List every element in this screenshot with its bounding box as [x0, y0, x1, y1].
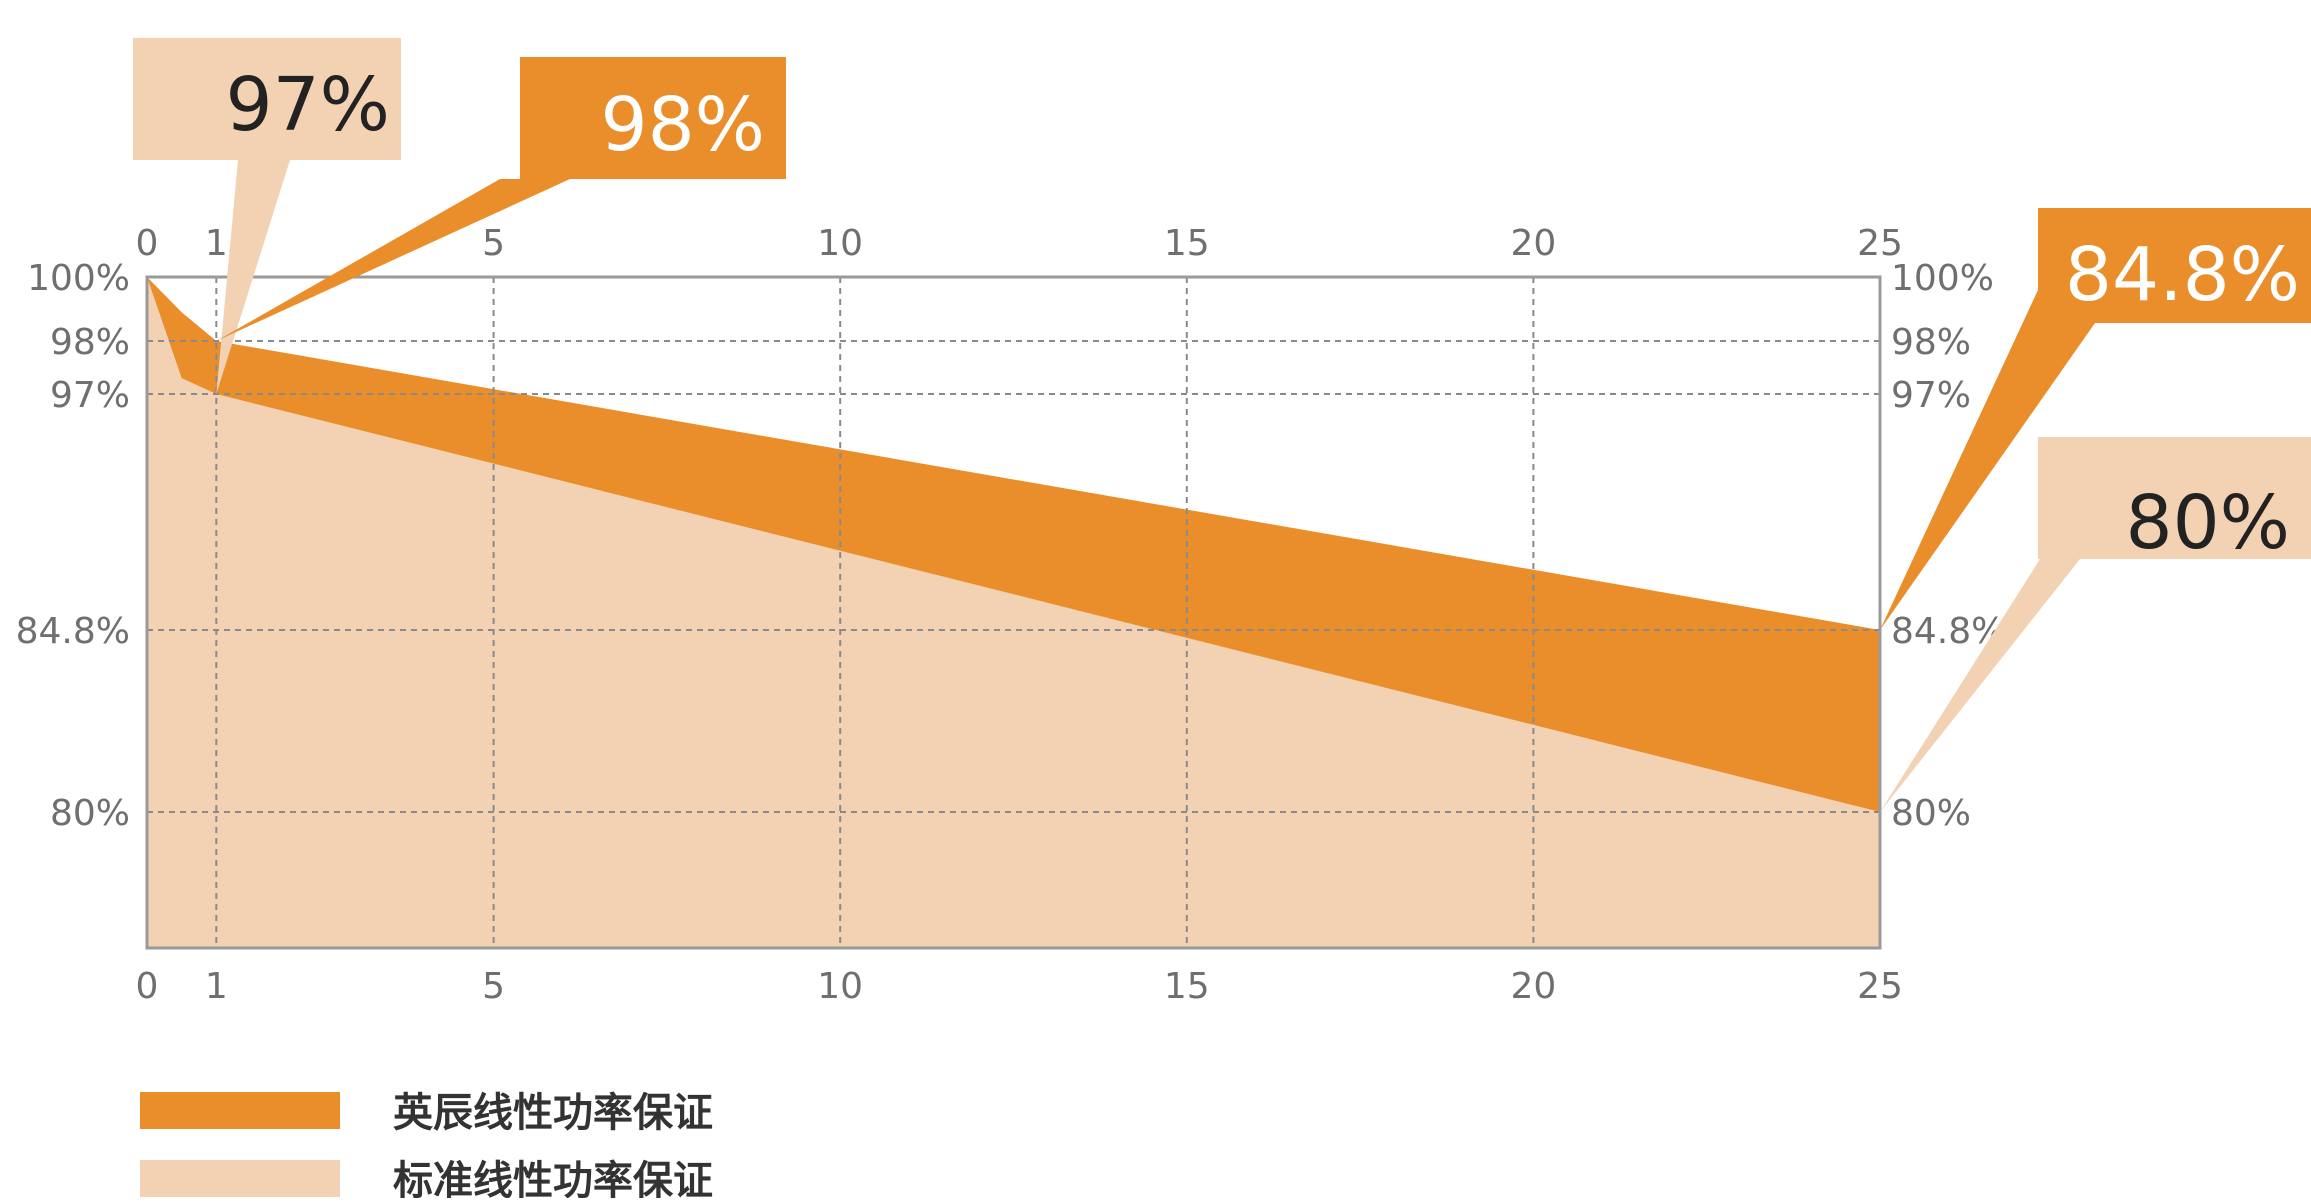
x-tick-label-top: 0 [136, 223, 159, 264]
callout-pointer [1880, 559, 2080, 812]
series-area-standard [147, 277, 1880, 948]
plot-frame [145, 275, 1882, 950]
callout-pointer [1880, 290, 2095, 630]
legend-swatch [140, 1092, 340, 1129]
callout-label: 97% [226, 62, 390, 148]
callout-label: 80% [2126, 480, 2290, 566]
x-tick-label-bottom: 25 [1857, 966, 1903, 1007]
legend-swatch [140, 1160, 340, 1197]
callout-box [133, 38, 401, 160]
legend-label: 英辰线性功率保证 [393, 1090, 713, 1136]
x-tick-label-bottom: 1 [205, 966, 228, 1007]
callout-box [2038, 208, 2311, 323]
callout-label: 84.8% [2065, 232, 2300, 318]
x-tick-label-bottom: 15 [1164, 966, 1210, 1007]
y-tick-label-left: 80% [50, 793, 130, 834]
x-tick-label-bottom: 0 [136, 966, 159, 1007]
y-tick-label-left: 84.8% [16, 611, 130, 652]
x-tick-label-bottom: 5 [482, 966, 505, 1007]
callout-label: 98% [601, 82, 765, 168]
y-tick-label-left: 98% [50, 322, 130, 363]
y-tick-label-right: 98% [1891, 322, 1971, 363]
legend-label: 标准线性功率保证 [393, 1158, 713, 1198]
x-tick-label-bottom: 10 [817, 966, 863, 1007]
y-tick-label-right: 97% [1891, 375, 1971, 416]
callout-pointer [216, 179, 570, 341]
x-tick-label-top: 20 [1510, 223, 1556, 264]
y-tick-label-left: 97% [50, 375, 130, 416]
series-area-premium [147, 277, 1880, 812]
y-tick-label-right: 80% [1891, 793, 1971, 834]
callout-box [520, 57, 786, 179]
callout-pointer [216, 160, 290, 394]
x-tick-label-top: 15 [1164, 223, 1210, 264]
callout-box [2038, 437, 2311, 559]
x-tick-label-bottom: 20 [1510, 966, 1556, 1007]
x-tick-label-top: 25 [1857, 223, 1903, 264]
x-tick-label-top: 5 [482, 223, 505, 264]
y-tick-label-right: 100% [1891, 258, 1994, 299]
y-tick-label-left: 100% [27, 258, 130, 299]
x-tick-label-top: 10 [817, 223, 863, 264]
x-tick-label-top: 1 [205, 223, 228, 264]
